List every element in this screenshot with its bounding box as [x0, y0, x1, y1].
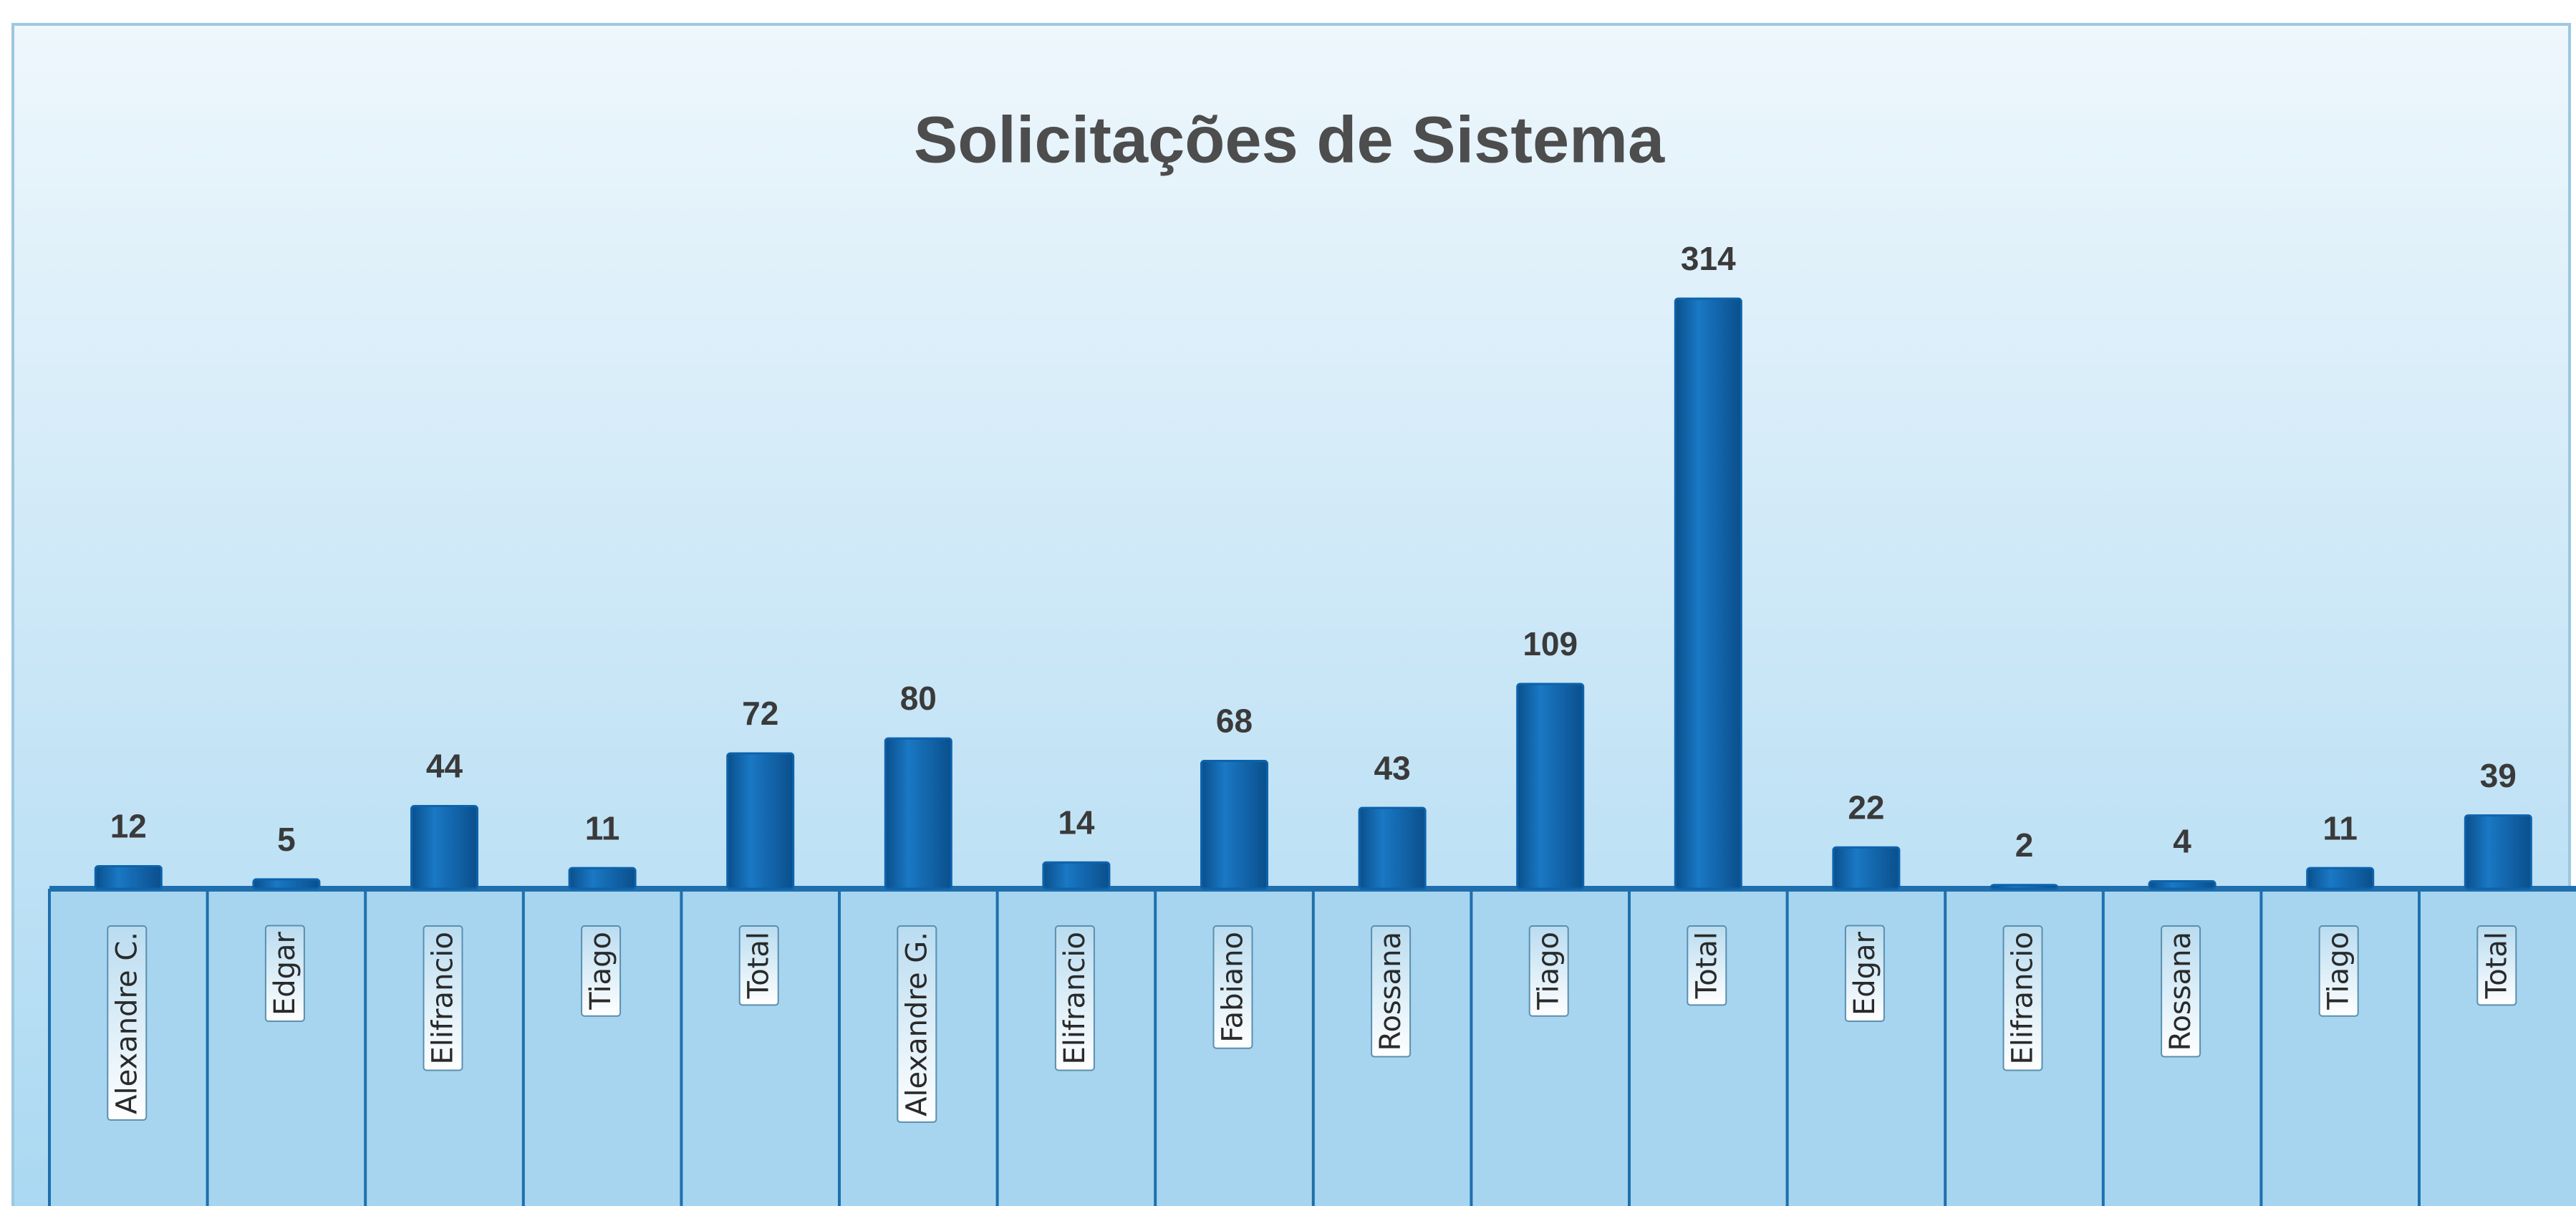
label-box	[2002, 925, 2043, 1071]
bar	[1990, 884, 2058, 890]
x-tick-label: Total	[2480, 932, 2513, 999]
value-label: 22	[1848, 788, 1884, 826]
bar	[2148, 880, 2216, 890]
value-label: 12	[110, 808, 147, 845]
value-label: 44	[426, 748, 463, 785]
value-label: 11	[585, 809, 620, 846]
label-box	[2161, 925, 2201, 1058]
x-tick-label: Edgar	[1848, 931, 1881, 1016]
label-box	[1371, 925, 1412, 1058]
label-box	[1687, 925, 1727, 1006]
value-label: 11	[2322, 809, 2358, 846]
x-tick-label: Edgar	[269, 931, 302, 1016]
label-box	[264, 925, 305, 1023]
label-box	[897, 925, 937, 1123]
value-label: 109	[1523, 625, 1578, 662]
label-box	[2318, 925, 2359, 1017]
value-label: 39	[2480, 757, 2517, 794]
x-tick-label: Rossana	[2164, 932, 2197, 1051]
label-box	[738, 925, 779, 1006]
bar	[1674, 297, 1742, 890]
bar	[2464, 814, 2532, 890]
bar	[884, 737, 952, 890]
x-tick-label: Total	[743, 932, 776, 999]
x-tick-label: Tiago	[2322, 932, 2355, 1010]
bar	[1042, 861, 1111, 890]
label-box	[2476, 925, 2517, 1006]
x-tick-label: Elifrancio	[427, 932, 460, 1064]
bar	[2306, 867, 2375, 890]
x-tick-label: Rossana	[1374, 932, 1407, 1051]
label-box	[423, 925, 463, 1071]
bar	[726, 752, 795, 890]
bar	[1516, 682, 1585, 890]
value-label: 72	[742, 695, 778, 732]
bar	[1358, 806, 1427, 890]
bar	[568, 867, 637, 890]
label-box	[1054, 925, 1095, 1071]
value-label: 43	[1374, 749, 1411, 786]
x-tick-label: Alexandre C.	[110, 932, 143, 1114]
label-box	[1528, 925, 1569, 1017]
x-tick-label: Tiago	[1533, 932, 1566, 1010]
x-tick-label: Tiago	[584, 932, 617, 1010]
bar	[1832, 846, 1901, 890]
bar	[1200, 760, 1268, 890]
bar	[410, 805, 478, 890]
x-tick-label: Elifrancio	[1058, 932, 1091, 1064]
x-tick-label: Fabiano	[1217, 932, 1250, 1043]
bar	[252, 878, 321, 890]
label-box	[107, 925, 148, 1121]
value-label: 68	[1216, 703, 1253, 740]
chart-title: Solicitações de Sistema	[914, 103, 1665, 176]
value-label: 14	[1058, 804, 1095, 841]
value-label: 5	[277, 821, 296, 858]
value-label: 2	[2015, 826, 2034, 864]
label-box	[581, 925, 622, 1017]
value-label: 314	[1681, 240, 1736, 277]
bar	[94, 865, 163, 890]
x-tick-label: Elifrancio	[2007, 932, 2040, 1064]
label-box	[1844, 925, 1885, 1023]
x-tick-label: Alexandre G.	[900, 932, 933, 1116]
value-label: 4	[2173, 823, 2191, 860]
label-box	[1212, 925, 1253, 1049]
value-label: 80	[900, 680, 937, 717]
x-tick-label: Total	[1690, 932, 1723, 999]
